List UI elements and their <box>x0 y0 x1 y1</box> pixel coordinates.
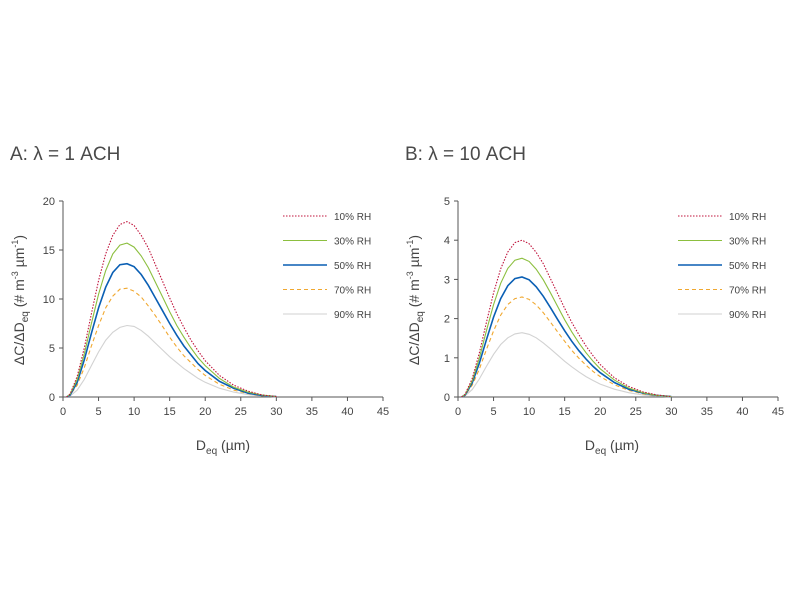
panel-b-legend-label: 70% RH <box>729 286 766 297</box>
panel-a-y-tick-label: 10 <box>43 294 55 306</box>
panel-a-series-line-90rh <box>66 324 277 398</box>
panel-b-x-tick-label: 0 <box>455 406 461 418</box>
panel-b-legend-label: 90% RH <box>729 310 766 321</box>
panel-a-x-axis-label-text: Deq (µm) <box>196 437 250 457</box>
panel-a: A: λ = 1 ACH ΔC/ΔDeq (# m-3 µm-1) Deq (µ… <box>10 144 389 457</box>
panel-a-x-axis-label: Deq (µm) <box>196 437 250 457</box>
panel-b-x-tick-label: 5 <box>490 406 496 418</box>
panel-b-series-line-30rh <box>461 257 672 398</box>
panel-b-y-axis-label-text: ΔC/ΔDeq (# m-3 µm-1) <box>405 235 426 365</box>
panel-b-series-line-50rh <box>461 276 672 398</box>
panel-b-x-tick-label: 25 <box>630 406 642 418</box>
panel-a-series-line-70rh <box>66 287 277 398</box>
panel-a-legend-label: 90% RH <box>334 310 371 321</box>
panel-b-x-tick-label: 35 <box>701 406 713 418</box>
panel-a-series-line-10rh <box>66 220 277 398</box>
panel-a-x-tick-label: 40 <box>341 406 353 418</box>
panel-a-y-tick-label: 15 <box>43 245 55 257</box>
panel-a-x-tick-label: 25 <box>235 406 247 418</box>
panel-a-x-tick-label: 30 <box>270 406 282 418</box>
panel-b-x-tick-label: 40 <box>736 406 748 418</box>
panel-b-y-tick-label: 5 <box>444 196 450 208</box>
panel-a-y-axis-label-text: ΔC/ΔDeq (# m-3 µm-1) <box>10 235 31 365</box>
panel-a-y-tick-label: 20 <box>43 196 55 208</box>
panel-b-y-tick-label: 4 <box>444 235 450 247</box>
panel-a-title: A: λ = 1 ACH <box>10 144 120 165</box>
panel-a-y-tick-label: 0 <box>49 392 55 404</box>
panel-b-y-tick-label: 3 <box>444 274 450 286</box>
panel-a-series-line-30rh <box>66 242 277 398</box>
panel-b-x-tick-label: 15 <box>559 406 571 418</box>
panel-a-x-tick-label: 45 <box>377 406 389 418</box>
panel-a-legend-label: 70% RH <box>334 286 371 297</box>
panel-b-x-axis-label: Deq (µm) <box>585 437 639 457</box>
panel-b-title: B: λ = 10 ACH <box>405 144 526 165</box>
panel-b-x-tick-label: 30 <box>665 406 677 418</box>
panel-a-x-tick-label: 20 <box>199 406 211 418</box>
panel-b: B: λ = 10 ACH ΔC/ΔDeq (# m-3 µm-1) Deq (… <box>405 144 784 457</box>
panel-a-x-tick-label: 10 <box>128 406 140 418</box>
panel-a-y-tick-label: 5 <box>49 343 55 355</box>
panel-a-y-axis-label: ΔC/ΔDeq (# m-3 µm-1) <box>10 235 31 365</box>
panel-b-y-axis-label: ΔC/ΔDeq (# m-3 µm-1) <box>405 235 426 365</box>
panel-b-x-tick-label: 20 <box>594 406 606 418</box>
panel-a-x-tick-label: 35 <box>306 406 318 418</box>
panel-a-legend-label: 30% RH <box>334 237 371 248</box>
panel-b-legend-label: 30% RH <box>729 237 766 248</box>
panel-b-series-line-90rh <box>461 332 672 398</box>
panel-a-legend-label: 50% RH <box>334 261 371 272</box>
panel-b-legend-label: 10% RH <box>729 212 766 223</box>
panel-a-x-tick-label: 15 <box>164 406 176 418</box>
panel-b-x-tick-label: 10 <box>523 406 535 418</box>
panel-b-series-line-10rh <box>461 239 672 398</box>
panel-a-legend-label: 10% RH <box>334 212 371 223</box>
panel-b-y-tick-label: 0 <box>444 392 450 404</box>
panel-b-x-tick-label: 45 <box>772 406 784 418</box>
panel-b-legend-label: 50% RH <box>729 261 766 272</box>
panel-b-x-axis-label-text: Deq (µm) <box>585 437 639 457</box>
panel-b-y-tick-label: 2 <box>444 314 450 326</box>
panel-b-series-line-70rh <box>461 296 672 398</box>
panel-a-x-tick-label: 0 <box>60 406 66 418</box>
panel-b-y-tick-label: 1 <box>444 353 450 365</box>
panel-a-series-line-50rh <box>66 262 277 398</box>
panel-a-x-tick-label: 5 <box>95 406 101 418</box>
